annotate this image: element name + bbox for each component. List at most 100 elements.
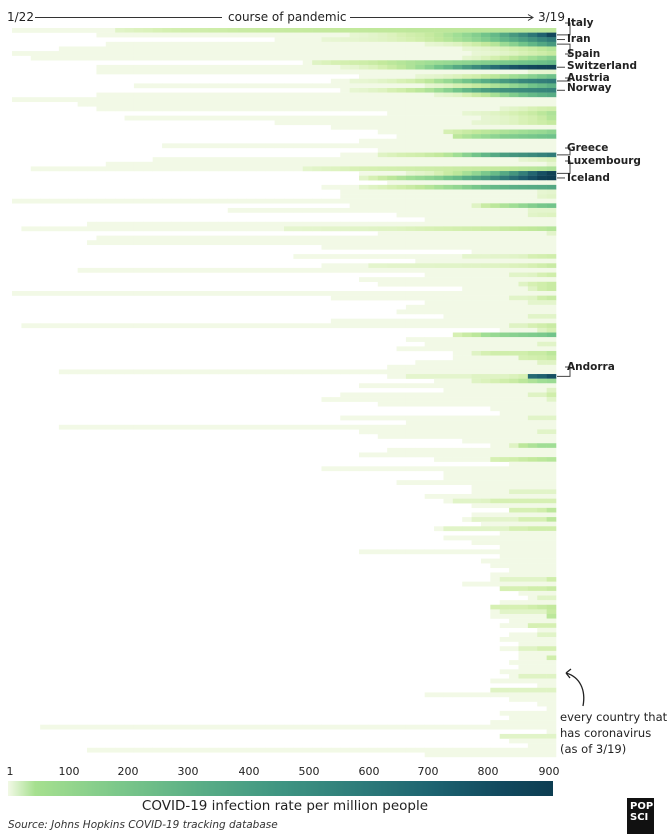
heatmap-cell xyxy=(340,267,350,273)
heatmap-cell xyxy=(387,120,397,126)
heatmap-cell xyxy=(227,51,238,56)
heatmap-cell xyxy=(227,235,238,241)
heatmap-cell xyxy=(387,166,397,172)
heatmap-cell xyxy=(218,747,229,753)
heatmap-cell xyxy=(124,32,135,38)
heatmap-cell xyxy=(537,623,547,629)
heatmap-cell xyxy=(527,189,538,195)
heatmap-cell xyxy=(293,28,304,33)
heatmap-cell xyxy=(96,51,107,56)
heatmap-cell xyxy=(265,161,275,167)
heatmap-cell xyxy=(133,424,144,430)
heatmap-cell xyxy=(490,687,501,693)
heatmap-cell xyxy=(152,106,163,112)
heatmap-cell xyxy=(321,198,332,204)
heatmap-cell xyxy=(190,221,200,227)
heatmap-cell xyxy=(527,392,538,398)
heatmap-cell xyxy=(509,581,519,587)
heatmap-cell xyxy=(199,747,210,753)
heatmap-cell xyxy=(518,484,529,490)
heatmap-cell xyxy=(30,226,41,232)
heatmap-cell xyxy=(527,147,538,153)
heatmap-cell xyxy=(349,244,360,250)
heatmap-cell xyxy=(480,231,491,236)
heatmap-cell xyxy=(518,267,529,273)
heatmap-cell xyxy=(368,452,379,458)
heatmap-cell xyxy=(546,166,557,172)
heatmap-cell xyxy=(180,115,191,121)
heatmap-cell xyxy=(312,106,322,112)
x-axis-title: course of pandemic xyxy=(228,10,347,24)
heatmap-cell xyxy=(171,221,182,227)
heatmap-cell xyxy=(424,180,435,186)
heatmap-cell xyxy=(527,577,538,582)
heatmap-cell xyxy=(546,540,557,545)
heatmap-cell xyxy=(377,143,388,149)
heatmap-cell xyxy=(452,226,463,232)
heatmap-cell xyxy=(537,632,547,638)
heatmap-cell xyxy=(546,106,557,112)
heatmap-cell xyxy=(499,290,510,296)
heatmap-cell xyxy=(452,415,463,421)
heatmap-cell xyxy=(527,484,538,490)
heatmap-cell xyxy=(527,327,538,333)
heatmap-cell xyxy=(162,166,172,172)
heatmap-cell xyxy=(537,267,547,273)
heatmap-cell xyxy=(471,235,482,241)
heatmap-cell xyxy=(518,715,529,721)
heatmap-cell xyxy=(190,55,200,61)
heatmap-cell xyxy=(415,41,425,47)
heatmap-cell xyxy=(265,747,275,753)
heatmap-cell xyxy=(537,281,547,287)
heatmap-cell xyxy=(162,747,172,753)
heatmap-cell xyxy=(527,207,538,213)
heatmap-cell xyxy=(527,272,538,278)
heatmap-cell xyxy=(321,83,332,89)
heatmap-cell xyxy=(349,369,360,375)
heatmap-cell xyxy=(424,369,435,375)
heatmap-cell xyxy=(208,424,219,430)
heatmap-cell xyxy=(340,78,350,84)
heatmap-cell xyxy=(471,498,482,504)
heatmap-cell xyxy=(537,249,547,255)
heatmap-cell xyxy=(387,369,397,375)
heatmap-cell xyxy=(377,226,388,232)
heatmap-cell xyxy=(546,226,557,232)
heatmap-cell xyxy=(377,184,388,190)
heatmap-cell xyxy=(49,198,60,204)
heatmap-cell xyxy=(227,143,238,149)
heatmap-cell xyxy=(509,74,519,79)
heatmap-cell xyxy=(499,147,510,153)
heatmap-cell xyxy=(237,323,247,329)
heatmap-cell xyxy=(312,424,322,430)
heatmap-cell xyxy=(415,175,425,181)
heatmap-cell xyxy=(537,217,547,222)
heatmap-cell xyxy=(284,240,294,246)
heatmap-cell xyxy=(396,415,407,421)
heatmap-cell xyxy=(546,369,557,375)
heatmap-cell xyxy=(340,124,350,130)
heatmap-cell xyxy=(424,258,435,264)
heatmap-cell xyxy=(424,115,435,121)
heatmap-cell xyxy=(30,51,41,56)
heatmap-cell xyxy=(359,549,369,555)
heatmap-cell xyxy=(537,743,547,748)
heatmap-cell xyxy=(480,212,491,218)
heatmap-cell xyxy=(377,369,388,375)
heatmap-cell xyxy=(480,535,491,541)
heatmap-cell xyxy=(396,267,407,273)
heatmap-cell xyxy=(471,97,482,103)
heatmap-cell xyxy=(490,443,501,449)
heatmap-cell xyxy=(527,258,538,264)
heatmap-cell xyxy=(405,171,416,176)
heatmap-cell xyxy=(396,364,407,370)
heatmap-cell xyxy=(218,424,229,430)
heatmap-cell xyxy=(68,323,78,329)
heatmap-cell xyxy=(434,28,444,33)
heatmap-cell xyxy=(330,64,341,70)
heatmap-cell xyxy=(349,724,360,730)
heatmap-cell xyxy=(424,323,435,329)
heatmap-cell xyxy=(480,152,491,158)
heatmap-cell xyxy=(471,434,482,439)
heatmap-cell xyxy=(405,447,416,453)
